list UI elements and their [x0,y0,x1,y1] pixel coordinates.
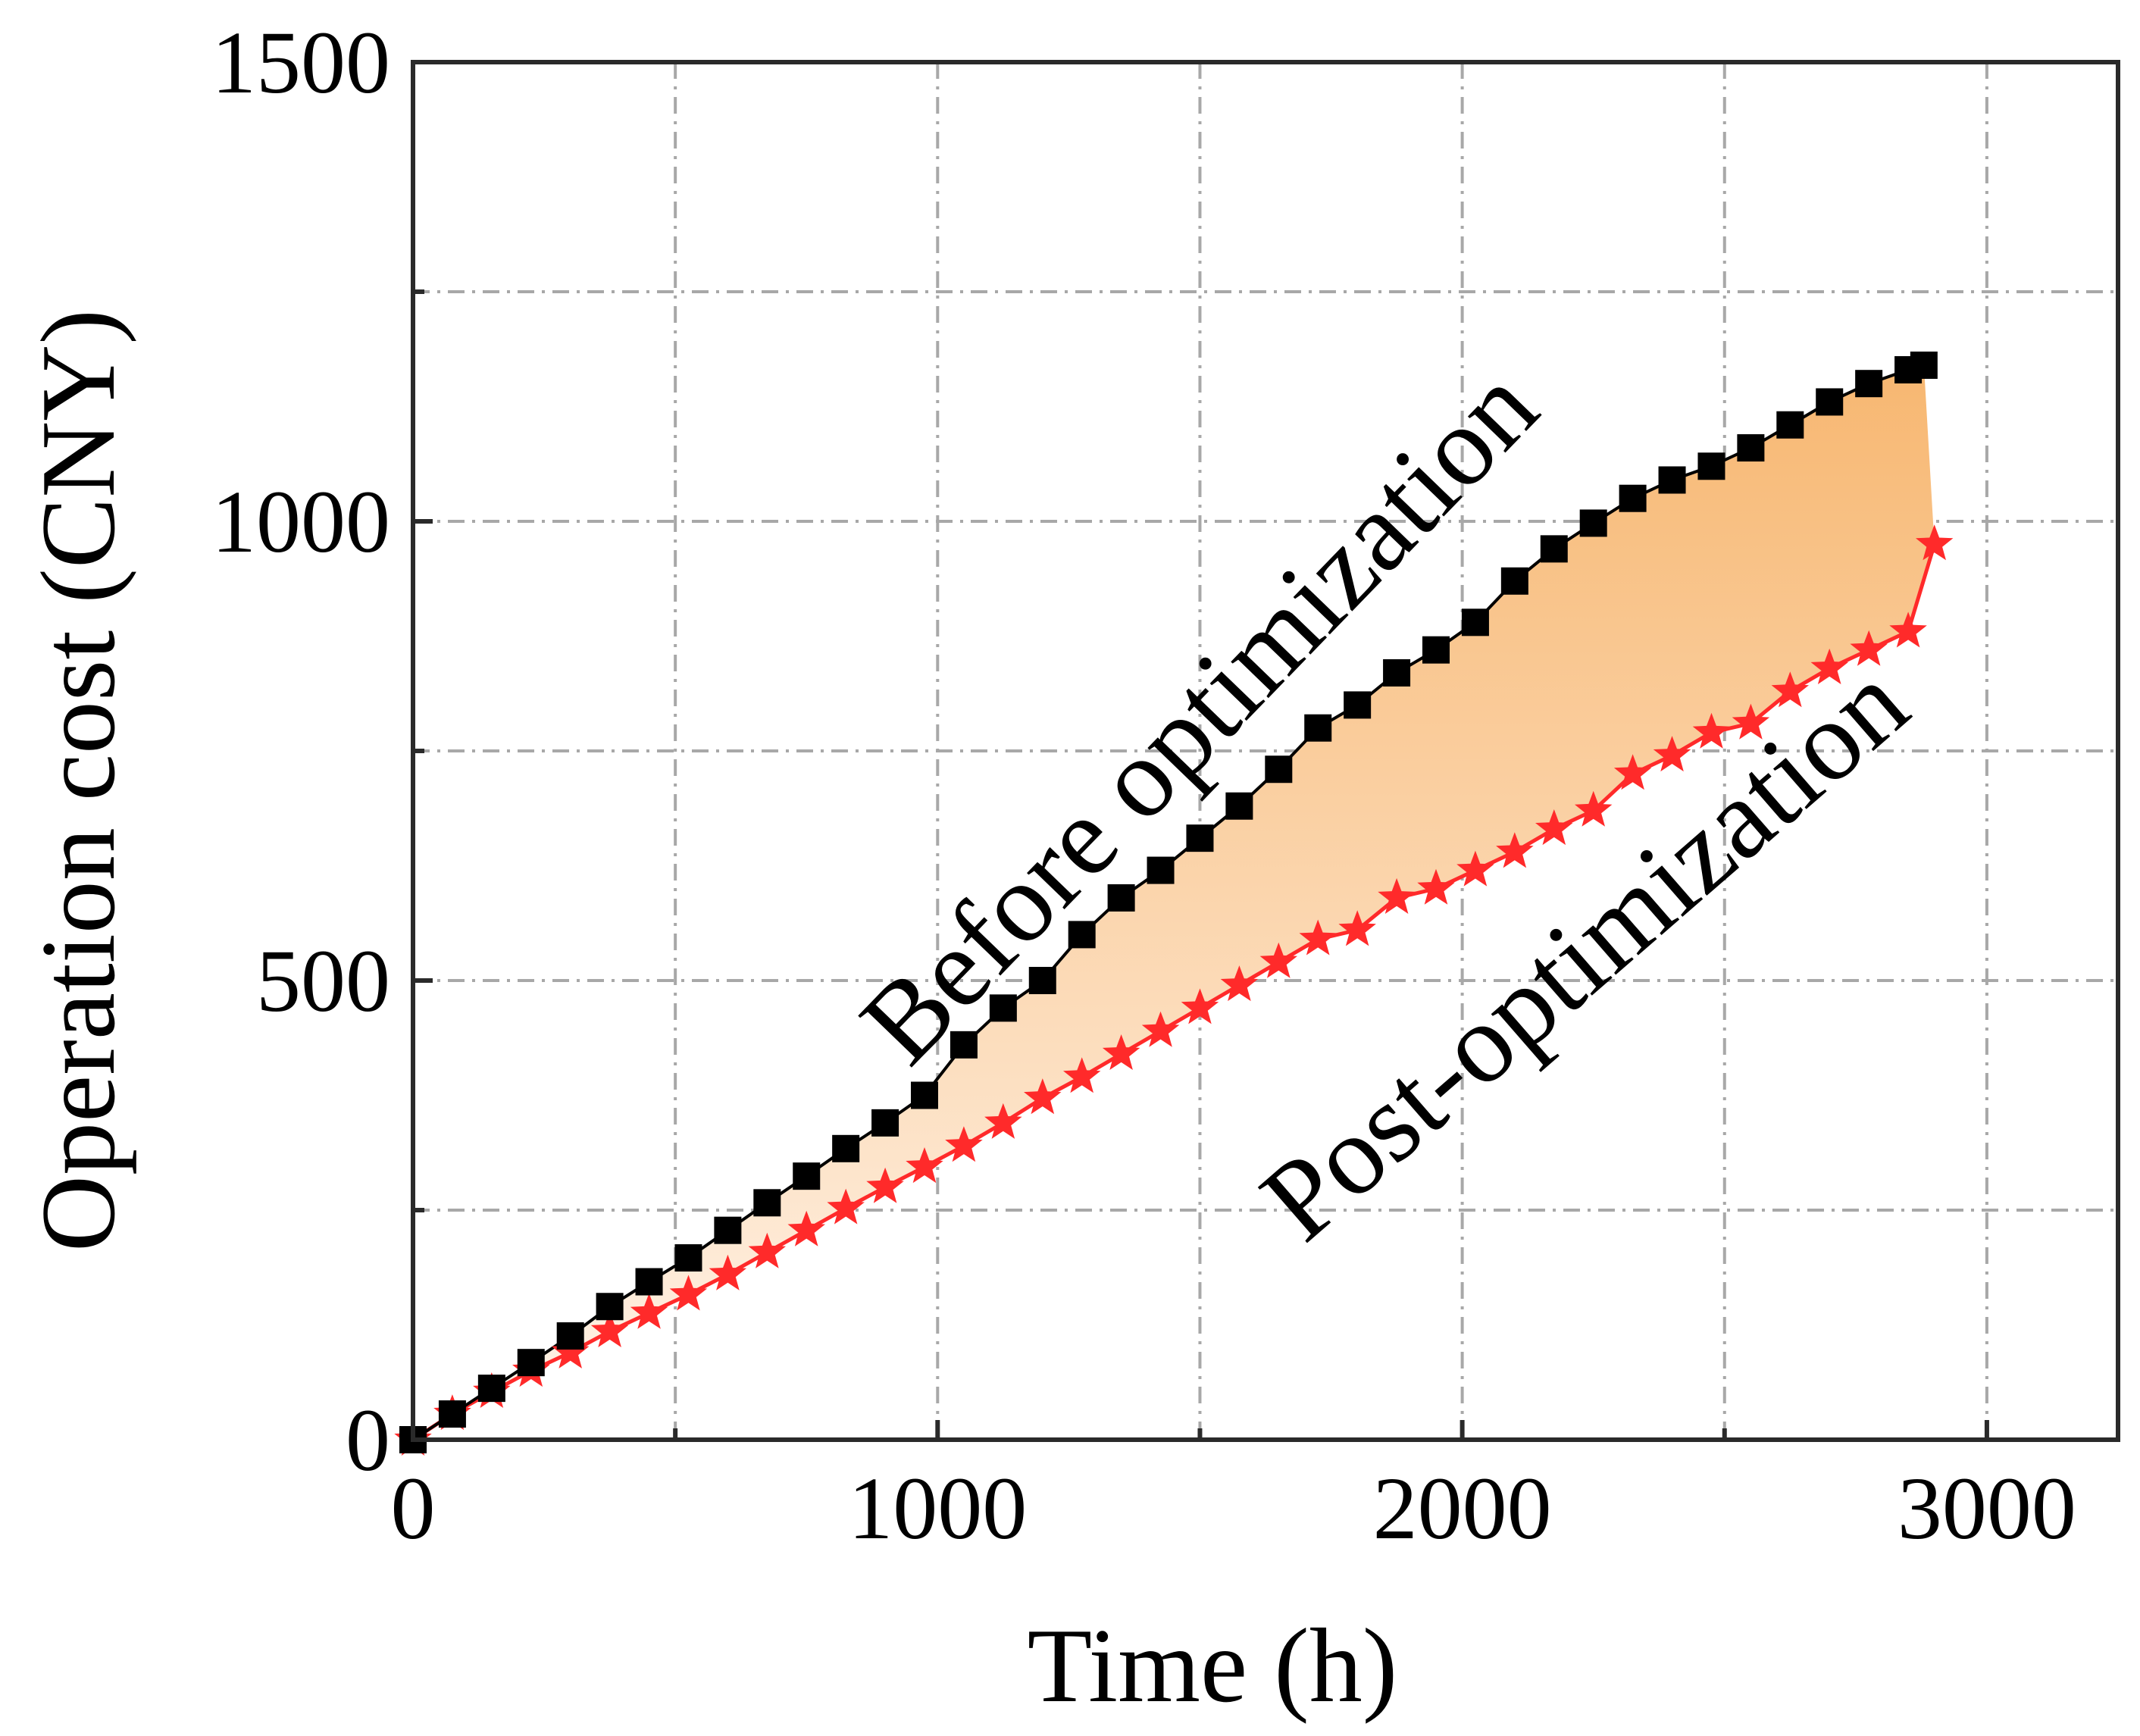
y-axis-label: Operation cost (CNY) [20,309,137,1252]
post-optimization-point-6 [630,1293,668,1329]
post-optimization-point-17 [1063,1057,1101,1093]
before-optimization-line [411,364,1925,1441]
before-optimization-point-33 [1697,452,1725,480]
axis-ticks [411,60,1989,1442]
post-optimization-point-30 [1575,790,1613,827]
before-optimization-point-9 [753,1189,781,1217]
y-tick-label-2: 1000 [211,472,390,571]
before-optimization-point-7 [674,1244,702,1272]
before-optimization-point-3 [517,1349,545,1377]
post-optimization-point-36 [1810,648,1848,684]
post-optimization-point-28 [1496,832,1534,868]
before-optimization-point-21 [1225,792,1253,820]
post-optimization-point-10 [787,1210,825,1246]
before-optimization-point-20 [1186,824,1214,852]
post-optimization-point-9 [748,1232,786,1268]
fill-between-area [413,364,1935,1440]
post-optimization-point-16 [1024,1078,1062,1115]
post-optimization-point-35 [1771,671,1809,708]
post-optimization-point-5 [590,1312,629,1347]
before-optimization-point-6 [635,1268,663,1296]
post-optimization-point-24 [1338,910,1376,946]
post-optimization-point-20 [1181,988,1219,1024]
before-optimization-point-32 [1658,466,1686,494]
y-tick-label-3: 1500 [211,13,390,112]
post-optimization-point-34 [1732,703,1770,740]
before-optimization-point-26 [1422,636,1450,664]
before-optimization-point-24 [1344,691,1372,719]
post-optimization-point-27 [1456,850,1494,887]
before-optimization-point-25 [1383,658,1411,687]
post-optimization-point-33 [1692,712,1731,749]
x-axis-label: Time (h) [1028,1607,1398,1725]
post-optimization-point-23 [1299,919,1337,956]
before-optimization-point-35 [1776,411,1804,439]
post-optimization-point-21 [1220,965,1259,1002]
before-optimization-point-10 [793,1162,821,1190]
before-optimization-point-1 [438,1400,466,1428]
before-optimization-point-27 [1461,608,1489,637]
post-optimization-point-32 [1653,736,1691,772]
post-optimization-point-19 [1141,1011,1180,1047]
post-optimization-point-15 [984,1103,1022,1139]
post-optimization-point-25 [1378,877,1416,914]
before-optimization-point-11 [832,1134,860,1162]
before-optimization-point-16 [1028,967,1056,994]
post-optimization-point-39 [1916,524,1954,561]
y-tick-label-0: 0 [346,1390,390,1490]
before-optimization-point-22 [1265,755,1293,784]
post-optimization-point-26 [1417,868,1455,905]
y-tick-label-1: 500 [256,931,390,1031]
before-optimization-point-5 [596,1293,624,1321]
post-optimization-point-8 [709,1254,747,1290]
before-optimization-point-2 [477,1375,505,1403]
before-optimization-point-28 [1500,567,1528,595]
before-optimization-point-15 [989,994,1017,1022]
post-optimization-point-29 [1535,809,1573,846]
post-optimization-point-18 [1102,1034,1140,1070]
x-tick-label-2: 2000 [1373,1459,1552,1558]
before-optimization-point-30 [1579,509,1607,537]
before-optimization-point-14 [950,1031,978,1059]
before-optimization-point-19 [1147,856,1175,884]
post-optimization-point-37 [1850,630,1888,666]
before-optimization-point-12 [871,1109,899,1137]
x-tick-label-0: 0 [391,1459,436,1558]
before-optimization-point-13 [911,1081,938,1109]
data-markers [394,351,1954,1456]
x-tick-label-3: 3000 [1898,1459,2076,1558]
post-optimization-point-38 [1889,612,1927,648]
post-optimization-point-14 [945,1126,983,1162]
post-optimization-point-7 [669,1275,708,1311]
before-optimization-point-29 [1540,535,1568,563]
before-optimization-point-31 [1619,484,1647,512]
post-optimization-point-31 [1613,754,1652,790]
before-optimization-point-37 [1855,370,1883,398]
before-optimization-point-34 [1737,434,1765,462]
post-optimization-point-13 [906,1147,943,1184]
before-optimization-point-8 [714,1216,742,1244]
post-optimization-point-22 [1259,942,1297,978]
post-optimization-point-4 [552,1332,590,1368]
before-optimization-point-4 [556,1322,584,1350]
before-optimization-point-39 [1910,351,1938,379]
x-tick-label-1: 1000 [848,1459,1027,1558]
before-optimization-point-18 [1107,884,1135,912]
before-optimization-point-36 [1816,388,1844,416]
post-optimization-point-12 [866,1167,904,1203]
before-optimization-point-23 [1304,714,1332,742]
post-optimization-line [411,543,1937,1442]
post-optimization-point-11 [827,1188,865,1225]
before-optimization-point-17 [1068,921,1096,949]
